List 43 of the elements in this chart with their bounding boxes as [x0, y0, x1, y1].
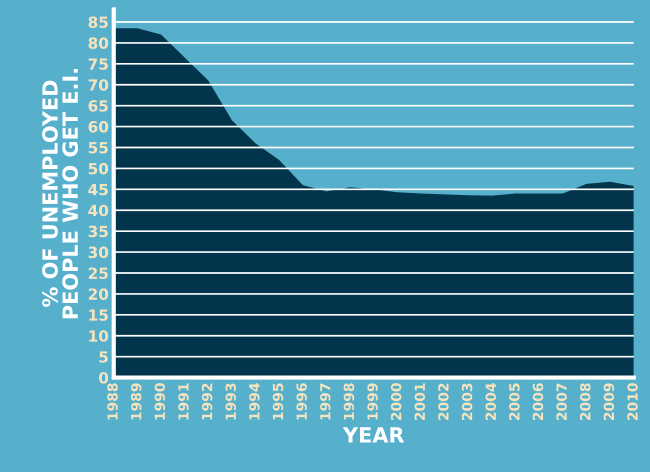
- y-tick-label: 40: [88, 204, 108, 216]
- x-tick-label: 2003: [462, 384, 472, 420]
- y-tick-label: 65: [88, 100, 108, 112]
- x-tick-label: 1996: [296, 383, 307, 420]
- y-axis-title: % OF UNEMPLOYED PEOPLE WHO GET E.I.: [42, 69, 78, 318]
- x-tick-label: 1992: [202, 384, 212, 420]
- y-tick-label: 50: [88, 162, 108, 174]
- x-tick-label: 1994: [249, 383, 260, 420]
- x-tick-label: 1999: [367, 383, 378, 420]
- y-tick-label: 75: [88, 58, 108, 70]
- y-tick-label: 20: [88, 288, 108, 300]
- y-tick-label: 85: [88, 16, 108, 28]
- y-tick-label: 30: [88, 246, 108, 258]
- y-tick-label: 35: [88, 226, 108, 238]
- x-tick-label: 1993: [225, 384, 236, 420]
- x-tick-label: 2000: [390, 383, 402, 420]
- x-tick-label: 2006: [532, 383, 544, 420]
- x-tick-label: 2007: [556, 384, 567, 420]
- y-tick-label: 0: [98, 372, 108, 384]
- y-tick-label: 5: [99, 351, 108, 363]
- y-tick-label: 60: [88, 121, 108, 133]
- x-tick-label: 1989: [130, 383, 142, 420]
- y-tick-label: 70: [88, 79, 108, 91]
- x-tick-label: 2008: [580, 383, 591, 420]
- y-tick-label: 55: [88, 142, 108, 154]
- x-tick-label: 1990: [154, 383, 166, 420]
- x-tick-label: 2002: [438, 384, 449, 420]
- x-tick-label: 2004: [485, 383, 496, 420]
- x-axis-title: YEAR: [342, 427, 404, 442]
- x-tick-label: 1997: [320, 384, 331, 420]
- y-tick-label: 45: [88, 184, 108, 196]
- x-tick-label: 2005: [509, 383, 520, 420]
- y-tick-label: 10: [89, 330, 108, 342]
- x-tick-label: 1995: [272, 383, 284, 420]
- x-tick-label: 1998: [344, 383, 354, 420]
- y-tick-label: 80: [88, 37, 108, 49]
- x-tick-label: 1988: [107, 383, 118, 420]
- x-tick-label: 2009: [604, 383, 614, 420]
- x-tick-label: 2001: [414, 383, 426, 420]
- x-tick-label: 1991: [178, 383, 189, 420]
- y-tick-label: 15: [89, 310, 108, 321]
- x-tick-label: 2010: [627, 383, 638, 420]
- y-tick-label: 25: [88, 267, 108, 280]
